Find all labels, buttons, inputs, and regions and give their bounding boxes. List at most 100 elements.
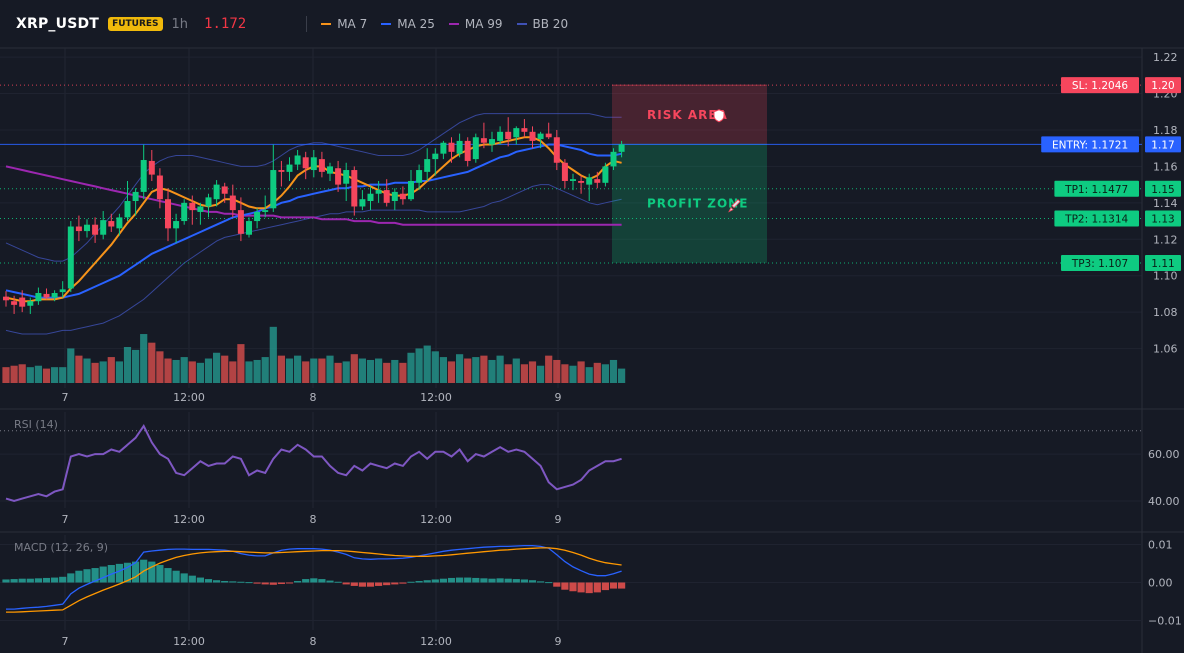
candle-body [140,160,147,192]
legend-ma25[interactable]: MA 25 [381,17,435,31]
volume-bar [285,358,294,383]
volume-bar [334,362,342,383]
volume-bar [140,334,148,383]
macd-histogram-bar [115,563,123,583]
macd-histogram-bar [253,582,261,584]
axis-tag-1 [1145,136,1181,153]
candle-body [310,157,317,171]
last-price: 1.172 [204,16,247,32]
legend-ma7[interactable]: MA 7 [321,17,367,31]
candle-body [537,133,544,140]
macd-histogram-bar [504,578,512,583]
legend-bb20[interactable]: BB 20 [516,17,568,31]
macd-histogram-bar [609,582,618,589]
macd-histogram-bar [34,578,42,583]
volume-bar [277,355,285,383]
volume-bar [34,365,42,383]
volume-bar [67,348,75,383]
volume-bar [83,358,91,383]
candle-body [286,164,293,172]
volume-bar [123,347,132,383]
candle-body [108,221,115,227]
volume-bar [472,357,480,383]
macd-histogram-bar [302,579,310,583]
macd-histogram-bar [180,573,188,583]
time-axis-label-1-0: 7 [62,513,69,526]
profit-zone-label: PROFIT ZONE [647,197,748,211]
volume-bar [237,344,245,383]
volume-bar [310,358,318,383]
volume-bar [180,357,188,383]
volume-bar [456,354,464,383]
macd-histogram-bar [577,582,585,593]
time-axis-label-2-2: 8 [310,635,317,648]
axis-tag-4 [1145,254,1181,271]
macd-histogram-bar [269,582,277,585]
volume-bar [553,359,561,383]
level-tag-3 [1054,210,1139,227]
rsi-axis-label-1: 40.00 [1148,495,1180,508]
legend-ma99[interactable]: MA 99 [448,17,503,31]
timeframe-label[interactable]: 1h [171,16,189,32]
volume-bar [75,355,83,383]
volume-bar [302,361,310,383]
macd-histogram-bar [585,582,593,594]
macd-histogram-bar [196,577,204,583]
time-axis-label-2-3: 12:00 [420,635,452,648]
candle-body [440,142,447,154]
volume-bar [221,355,229,383]
macd-histogram-bar [537,581,545,583]
volume-bar [99,361,107,383]
candle-body [237,210,244,234]
candle-body [618,144,625,152]
volume-bar [569,365,577,383]
time-axis-label-0-1: 12:00 [173,391,205,404]
macd-histogram-bar [294,580,302,583]
candle-body [294,155,301,165]
ma7-swatch [321,23,332,25]
macd-histogram-bar [391,582,399,585]
volume-bar [253,359,261,383]
macd-histogram-bar [472,577,480,583]
header-divider [306,16,308,32]
macd-histogram-bar [204,579,213,583]
volume-bar [415,348,423,383]
price-axis-label-7: 1.08 [1153,306,1178,319]
macd-histogram-bar [326,580,334,583]
macd-axis-label-0: 0.01 [1148,539,1173,552]
volume-bar [59,367,67,383]
macd-histogram-bar [407,581,415,583]
legend-ma25-label: MA 25 [397,17,435,31]
candle-body [594,179,601,183]
candle-body [448,142,455,152]
candle-body [132,191,139,202]
time-axis-label-1-3: 12:00 [420,513,452,526]
axis-tag-2 [1145,180,1181,197]
level-tag-label-1: ENTRY: 1.1721 [1052,139,1128,151]
macd-histogram-bar [496,578,504,583]
macd-histogram-bar [2,579,10,583]
macd-histogram-bar [318,579,326,583]
candle-body [156,175,163,200]
rsi-axis-label-0: 60.00 [1148,448,1180,461]
level-tag-label-3: TP2: 1.1314 [1064,214,1128,226]
symbol-name[interactable]: XRP_USDT [16,16,100,32]
volume-bar [383,362,391,383]
volume-bar [132,349,140,383]
volume-bar [577,361,585,383]
price-axis-label-2: 1.18 [1153,124,1178,137]
macd-histogram-bar [132,561,140,583]
volume-bar [269,326,277,383]
macd-histogram-bar [350,582,358,586]
candle-body [205,197,212,207]
axis-tag-0 [1145,77,1181,94]
candle-body [472,137,479,160]
price-axis-label-5: 1.12 [1153,233,1178,246]
macd-histogram-bar [42,577,51,583]
candle-body [545,133,552,138]
volume-bar [148,342,156,383]
level-tag-1 [1041,136,1139,153]
candle-body [262,210,269,212]
volume-bar [342,361,350,383]
